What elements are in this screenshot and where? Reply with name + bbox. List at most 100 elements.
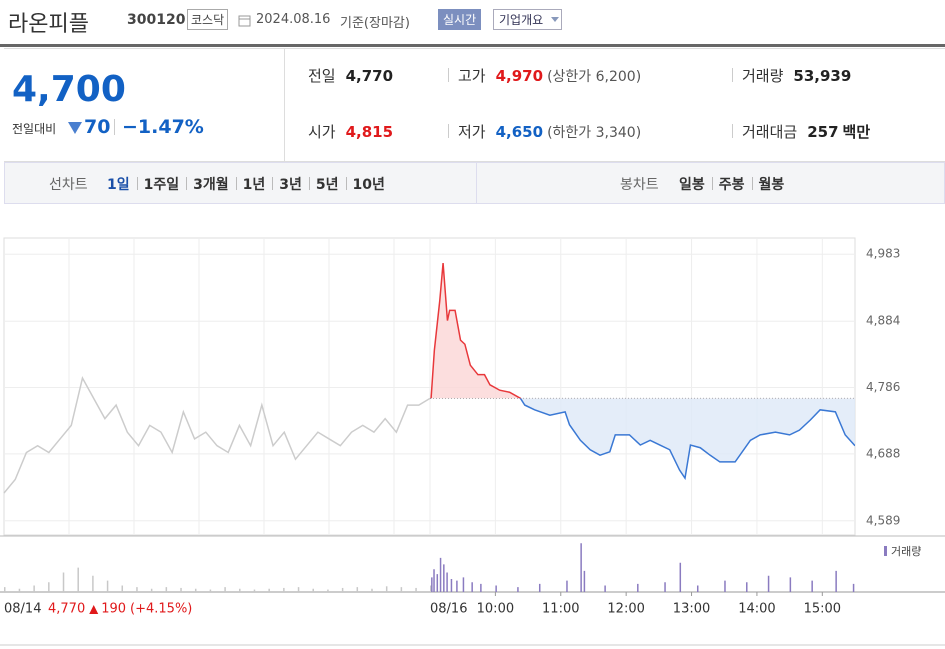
volume-bar bbox=[385, 586, 388, 592]
quote-cell: 고가 4,970 (상한가 6,200) bbox=[448, 65, 642, 86]
tab-divider bbox=[345, 177, 347, 190]
volume-bar bbox=[165, 587, 168, 592]
divider bbox=[448, 68, 449, 82]
quote-box: 4,700 전일대비 70 −1.47% 전일 4,770 고가 4,970 (상한가 … bbox=[4, 48, 945, 162]
candle-label: 봉차트 bbox=[620, 177, 659, 193]
x-tick-label: 15:00 bbox=[804, 602, 841, 617]
volume-bar bbox=[835, 570, 837, 592]
y-tick-label: 4,688 bbox=[866, 446, 900, 460]
volume-bar bbox=[92, 575, 94, 592]
volume-bar bbox=[48, 582, 50, 592]
tab-divider bbox=[711, 177, 713, 190]
quote-cell: 저가 4,650 (하한가 3,340) bbox=[448, 121, 641, 142]
volume-bar bbox=[566, 580, 568, 592]
date: 2024.08.16 bbox=[256, 12, 331, 27]
change: 70 bbox=[84, 116, 111, 138]
volume-bar bbox=[194, 588, 197, 592]
volume-bar bbox=[462, 577, 465, 592]
dropdown-arrow bbox=[551, 17, 559, 22]
price-area bbox=[431, 263, 855, 399]
volume-bar bbox=[253, 589, 256, 592]
tab-divider bbox=[186, 177, 188, 190]
volume-bar bbox=[746, 582, 748, 592]
prev-close: 4,770 bbox=[48, 602, 85, 617]
volume-bar bbox=[456, 580, 458, 592]
volume-bar bbox=[439, 557, 442, 592]
volume-bar bbox=[852, 583, 855, 592]
volume-bar bbox=[495, 585, 497, 592]
volume-bar bbox=[431, 577, 433, 592]
up-arrow bbox=[89, 605, 99, 614]
volume-bar bbox=[356, 587, 359, 592]
volume-bar bbox=[446, 572, 448, 592]
volume-bar bbox=[538, 583, 541, 592]
tab[interactable]: 일봉 bbox=[679, 177, 705, 193]
cell-label: 시가 bbox=[308, 123, 336, 141]
tab[interactable]: 10년 bbox=[352, 177, 385, 193]
legend-swatch bbox=[884, 546, 887, 556]
volume-bar bbox=[696, 585, 699, 592]
divider bbox=[732, 68, 733, 82]
tab[interactable]: 5년 bbox=[315, 177, 339, 193]
volume-bar bbox=[436, 574, 439, 592]
tab-divider bbox=[272, 177, 274, 190]
volume-bar bbox=[121, 585, 124, 592]
down-arrow bbox=[68, 122, 82, 134]
volume-bar bbox=[724, 580, 726, 592]
y-tick-label: 4,983 bbox=[866, 247, 900, 261]
quote-cell: 전일 4,770 bbox=[308, 65, 393, 86]
volume-bar bbox=[471, 582, 473, 592]
price-panel: 4,700 전일대비 70 −1.47% bbox=[4, 49, 285, 161]
volume-bar bbox=[415, 587, 417, 592]
tab[interactable]: 1주일 bbox=[143, 177, 180, 193]
x-tick-label: 13:00 bbox=[673, 602, 710, 617]
prev-rate: (+4.15%) bbox=[130, 602, 192, 617]
cell-label: 저가 bbox=[458, 123, 486, 141]
cell-note: (상한가 6,200) bbox=[547, 69, 642, 85]
tab[interactable]: 3년 bbox=[279, 177, 302, 193]
volume-bar bbox=[33, 585, 35, 592]
line-label: 선차트 bbox=[49, 177, 88, 193]
volume-bar bbox=[583, 570, 586, 592]
volume-bar bbox=[18, 588, 21, 592]
x-tick-label: 14:00 bbox=[738, 602, 775, 617]
volume-bar bbox=[664, 582, 666, 592]
tab[interactable]: 3개월 bbox=[193, 177, 229, 193]
y-tick-label: 4,884 bbox=[866, 314, 900, 328]
tab[interactable]: 주봉 bbox=[718, 177, 745, 193]
volume-bar bbox=[480, 583, 482, 592]
volume-bar bbox=[517, 587, 519, 592]
volume-bar bbox=[180, 587, 182, 592]
volume-bar bbox=[371, 588, 373, 592]
company-button[interactable]: 기업개요 bbox=[493, 9, 563, 30]
volume-bar bbox=[209, 589, 212, 592]
volume-bar bbox=[637, 583, 639, 592]
quote-cell: 시가 4,815 bbox=[308, 121, 393, 142]
volume-bar bbox=[239, 588, 241, 592]
volume-bar bbox=[580, 543, 582, 592]
header: 라온피플 300120 코스닥 2024.08.16 기준(장마감) 실시간 기… bbox=[0, 0, 945, 47]
volume-bar bbox=[443, 564, 445, 592]
cell-label: 고가 bbox=[458, 67, 486, 85]
market-badge: 코스닥 bbox=[187, 9, 229, 30]
realtime-button[interactable]: 실시간 bbox=[438, 9, 482, 30]
cell-label: 전일 bbox=[308, 67, 336, 85]
cell-value: 4,815 bbox=[345, 123, 394, 141]
volume-bar bbox=[62, 572, 65, 592]
tab[interactable]: 월봉 bbox=[758, 177, 785, 193]
tab-divider bbox=[136, 177, 138, 190]
volume-bar bbox=[327, 589, 329, 592]
volume-bar bbox=[341, 587, 344, 592]
volume-bar bbox=[400, 587, 403, 592]
x-tick-label: 12:00 bbox=[607, 602, 644, 617]
tab[interactable]: 1일 bbox=[107, 177, 130, 193]
volume-bar bbox=[450, 579, 453, 592]
stock-code: 300120 bbox=[127, 12, 186, 28]
prev-change: 190 bbox=[101, 602, 126, 617]
tab[interactable]: 1년 bbox=[242, 177, 266, 193]
cell-label: 거래량 bbox=[742, 67, 784, 85]
price: 4,700 bbox=[12, 69, 126, 110]
stock-name: 라온피플 bbox=[8, 12, 89, 37]
